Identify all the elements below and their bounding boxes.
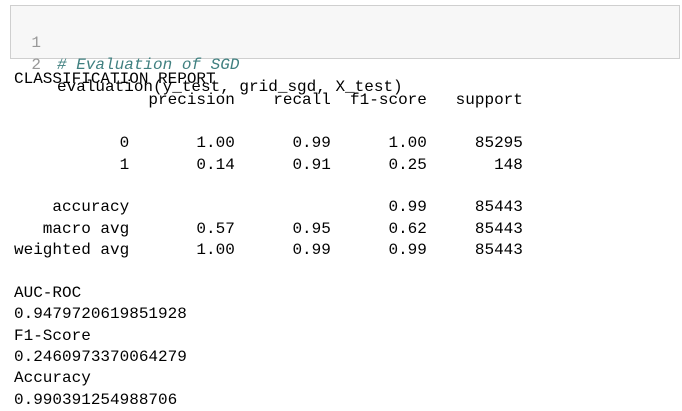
spacer [14, 176, 523, 197]
metric-label: F1-Score [14, 326, 91, 345]
report-row: weighted avg 1.00 0.99 0.99 85443 [14, 241, 523, 260]
spacer [14, 112, 523, 133]
report-row: 1 0.14 0.91 0.25 148 [14, 155, 523, 174]
code-line: 2 evaluation(y_test, grid_sgd, X_test) [11, 32, 679, 96]
metric-label: Accuracy [14, 369, 91, 388]
report-title: CLASSIFICATION REPORT [14, 70, 216, 88]
code-line: 1 # Evaluation of SGD [11, 10, 679, 74]
report-row: 0 1.00 0.99 1.00 85295 [14, 134, 523, 153]
metric-value: 0.9479720619851928 [14, 305, 187, 324]
spacer [14, 262, 523, 283]
cell-output: CLASSIFICATION REPORT precision recall f… [14, 69, 523, 411]
line-number: 2 [31, 56, 41, 74]
metric-value: 0.2460973370064279 [14, 348, 187, 367]
report-row: macro avg 0.57 0.95 0.62 85443 [14, 219, 523, 238]
code-text: evaluation(y_test, grid_sgd, X_test) [57, 78, 403, 96]
line-number: 1 [31, 34, 41, 52]
report-header: precision recall f1-score support [14, 91, 523, 110]
metric-value: 0.990391254988706 [14, 390, 178, 409]
code-cell[interactable]: 1 # Evaluation of SGD 2 evaluation(y_tes… [10, 5, 680, 96]
code-comment: # Evaluation of SGD [57, 56, 240, 74]
metric-label: AUC-ROC [14, 283, 82, 302]
report-row: accuracy 0.99 85443 [14, 198, 523, 217]
